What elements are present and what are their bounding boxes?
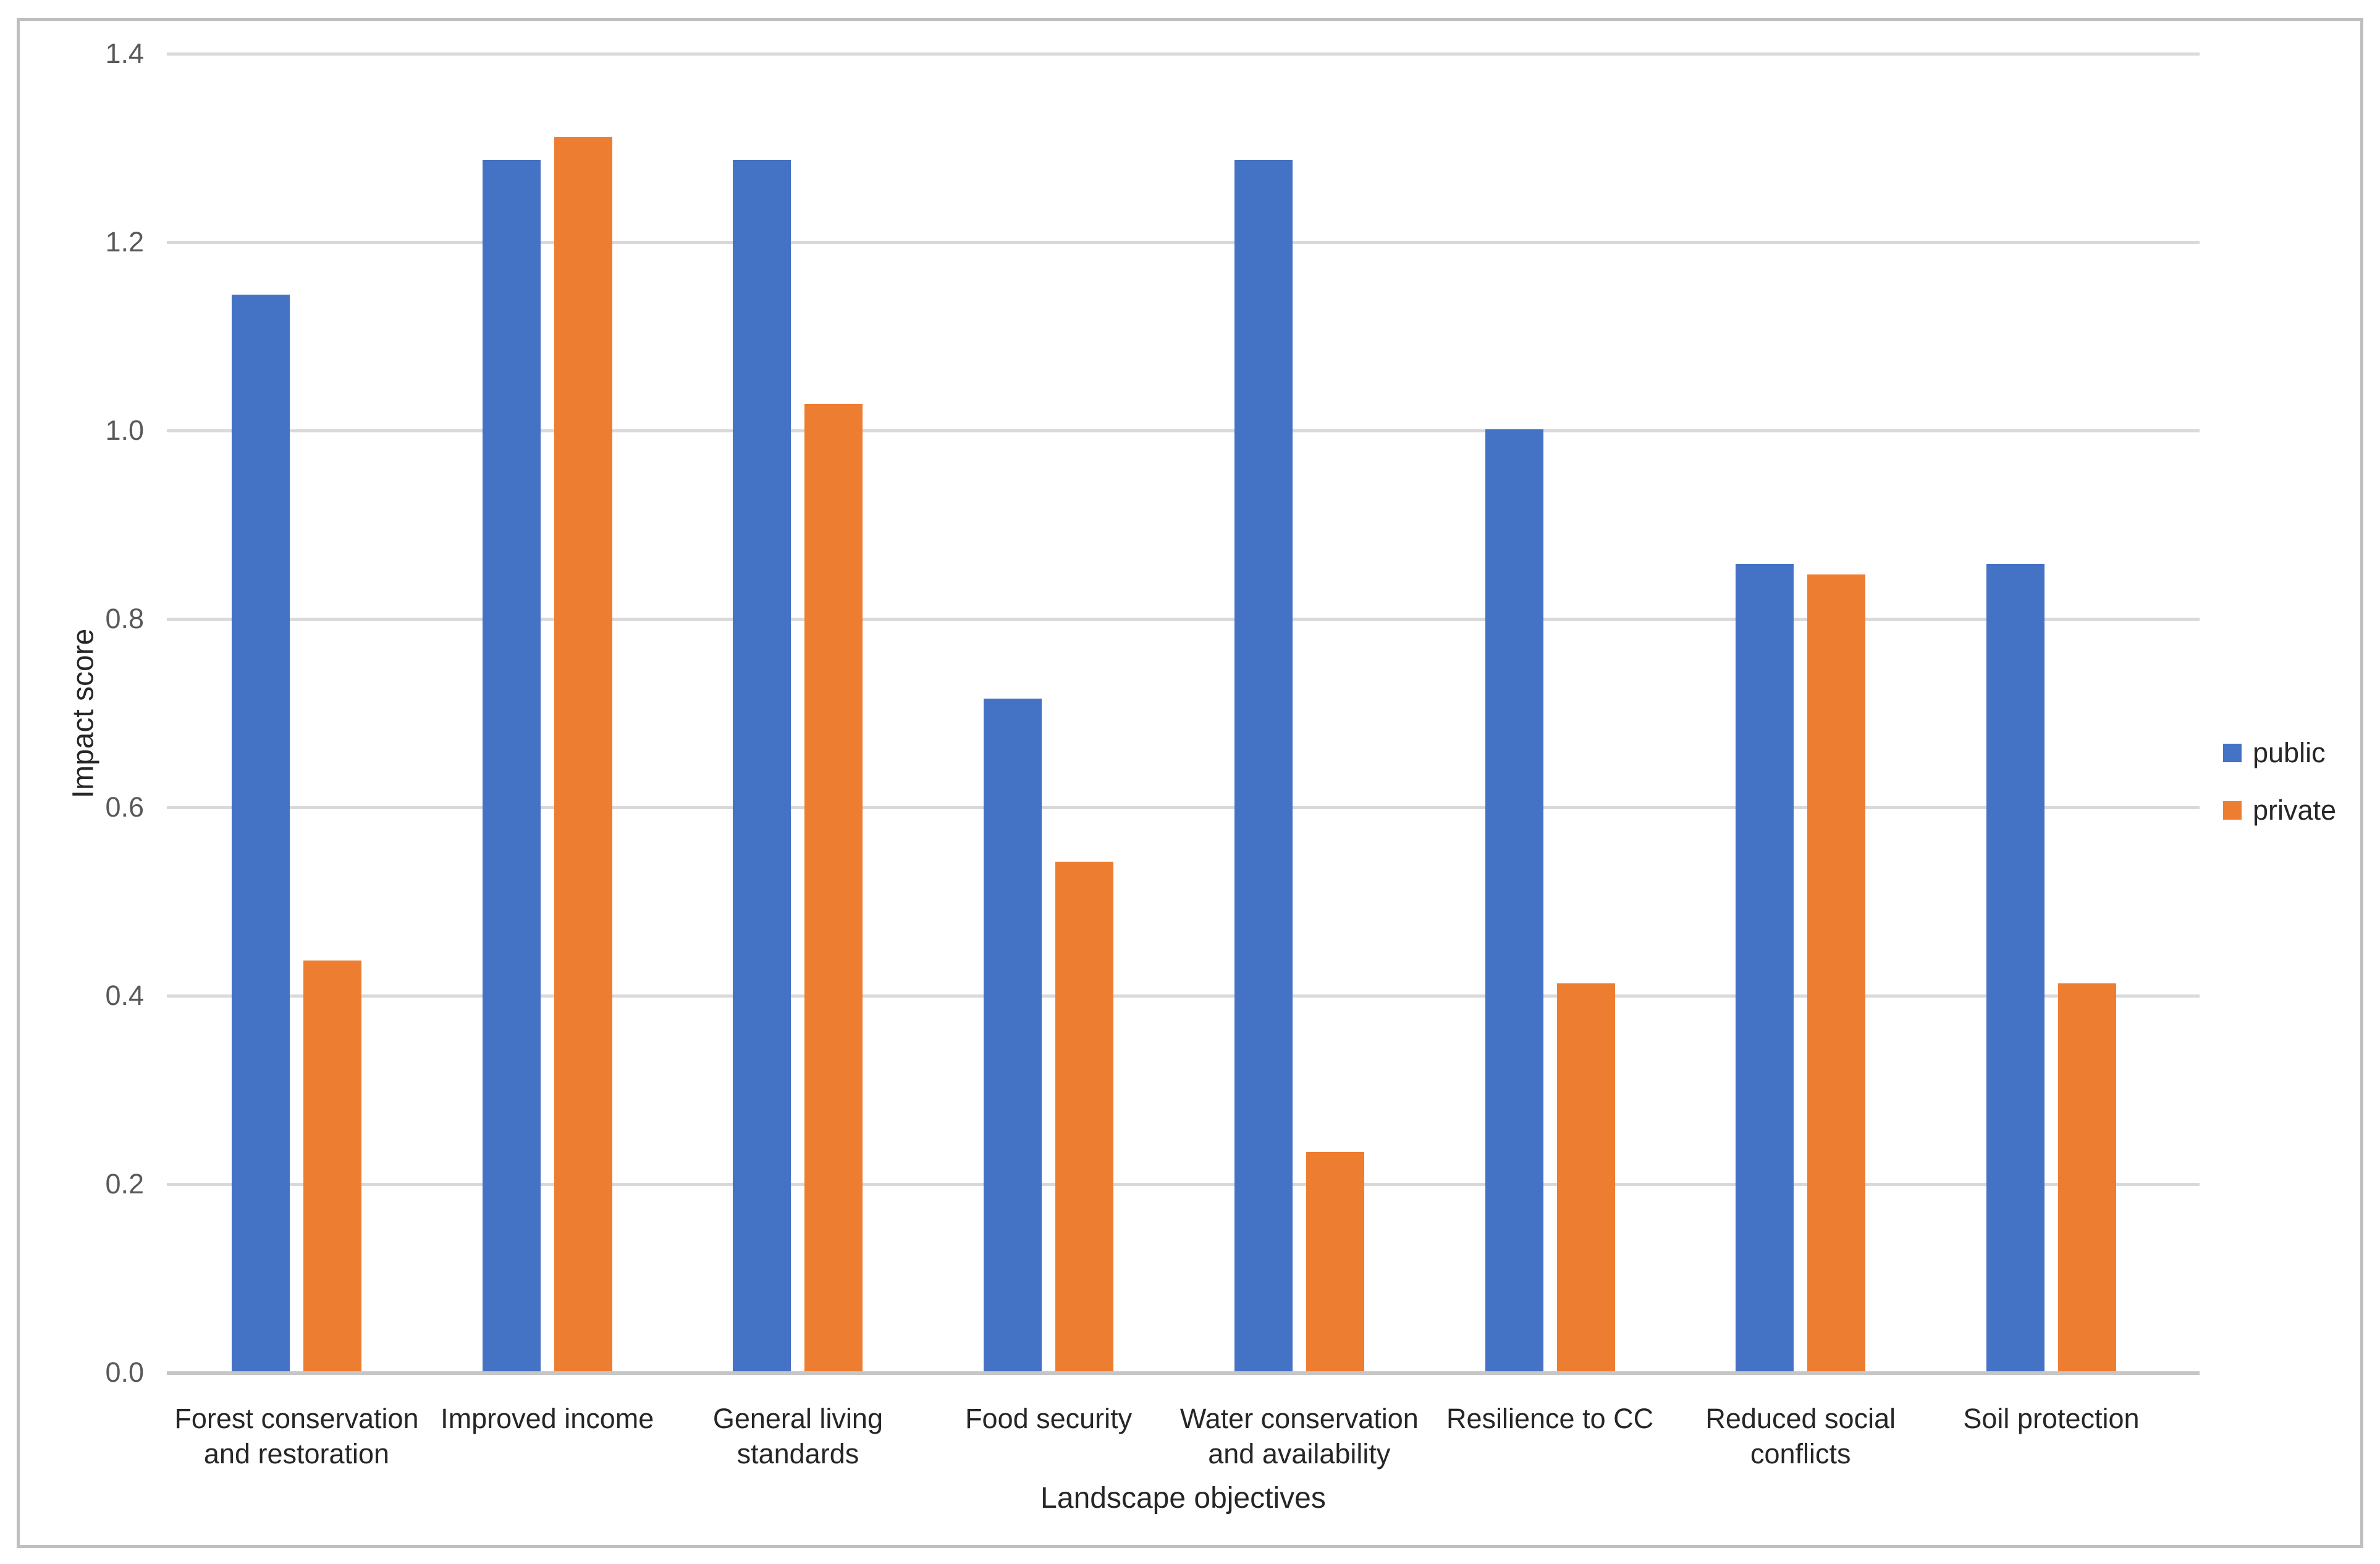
y-tick-label: 1.0 <box>105 414 144 446</box>
legend-label: public <box>2253 737 2326 768</box>
y-tick-label: 0.0 <box>105 1356 144 1388</box>
category-label: Water conservation and availability <box>1179 1403 1419 1469</box>
category-label: Reduced social conflicts <box>1705 1403 1896 1469</box>
category-label: Forest conservation and restoration <box>174 1403 419 1469</box>
bar-public <box>1986 564 2045 1371</box>
legend-swatch-public <box>2223 743 2242 762</box>
category-label: General living standards <box>712 1403 883 1469</box>
bar-public <box>984 699 1042 1371</box>
bar-private <box>303 961 361 1371</box>
bar-private <box>554 137 612 1371</box>
bar-private <box>2057 983 2116 1371</box>
bar-private <box>1556 983 1615 1371</box>
category-label: Resilience to CC <box>1446 1403 1654 1434</box>
figure-border <box>17 18 2363 1548</box>
bar-public <box>482 159 541 1371</box>
bar-private <box>804 403 863 1371</box>
x-axis-title: Landscape objectives <box>1040 1482 1326 1515</box>
y-tick-label: 0.4 <box>105 980 144 1011</box>
y-tick-label: 0.2 <box>105 1168 144 1200</box>
gridline <box>167 429 2200 432</box>
y-tick-label: 1.2 <box>105 226 144 258</box>
category-label: Soil protection <box>1963 1403 2140 1434</box>
gridline <box>167 241 2200 244</box>
gridline <box>167 994 2200 998</box>
gridline <box>167 806 2200 809</box>
legend-item-private: private <box>2223 796 2336 824</box>
gridline <box>167 1183 2200 1186</box>
category-label: Improved income <box>441 1403 654 1434</box>
y-tick-label: 0.6 <box>105 791 144 823</box>
bar-public <box>1485 429 1543 1371</box>
bar-public <box>1234 159 1293 1371</box>
bar-public <box>232 294 290 1371</box>
bar-private <box>1807 574 1866 1371</box>
y-tick-label: 1.4 <box>105 38 144 69</box>
legend-swatch-private <box>2223 801 2242 820</box>
legend-item-public: public <box>2223 739 2336 767</box>
category-label: Food security <box>965 1403 1133 1434</box>
bar-private <box>1306 1151 1364 1371</box>
bar-private <box>1055 861 1114 1371</box>
bar-public <box>733 159 791 1371</box>
x-axis-line <box>167 1371 2200 1375</box>
legend: public private <box>2223 739 2336 854</box>
gridline <box>167 618 2200 621</box>
y-tick-label: 0.8 <box>105 603 144 634</box>
y-axis-title: Impact score <box>67 628 100 799</box>
legend-label: private <box>2253 794 2337 826</box>
gridline <box>167 53 2200 56</box>
bar-public <box>1736 564 1794 1371</box>
